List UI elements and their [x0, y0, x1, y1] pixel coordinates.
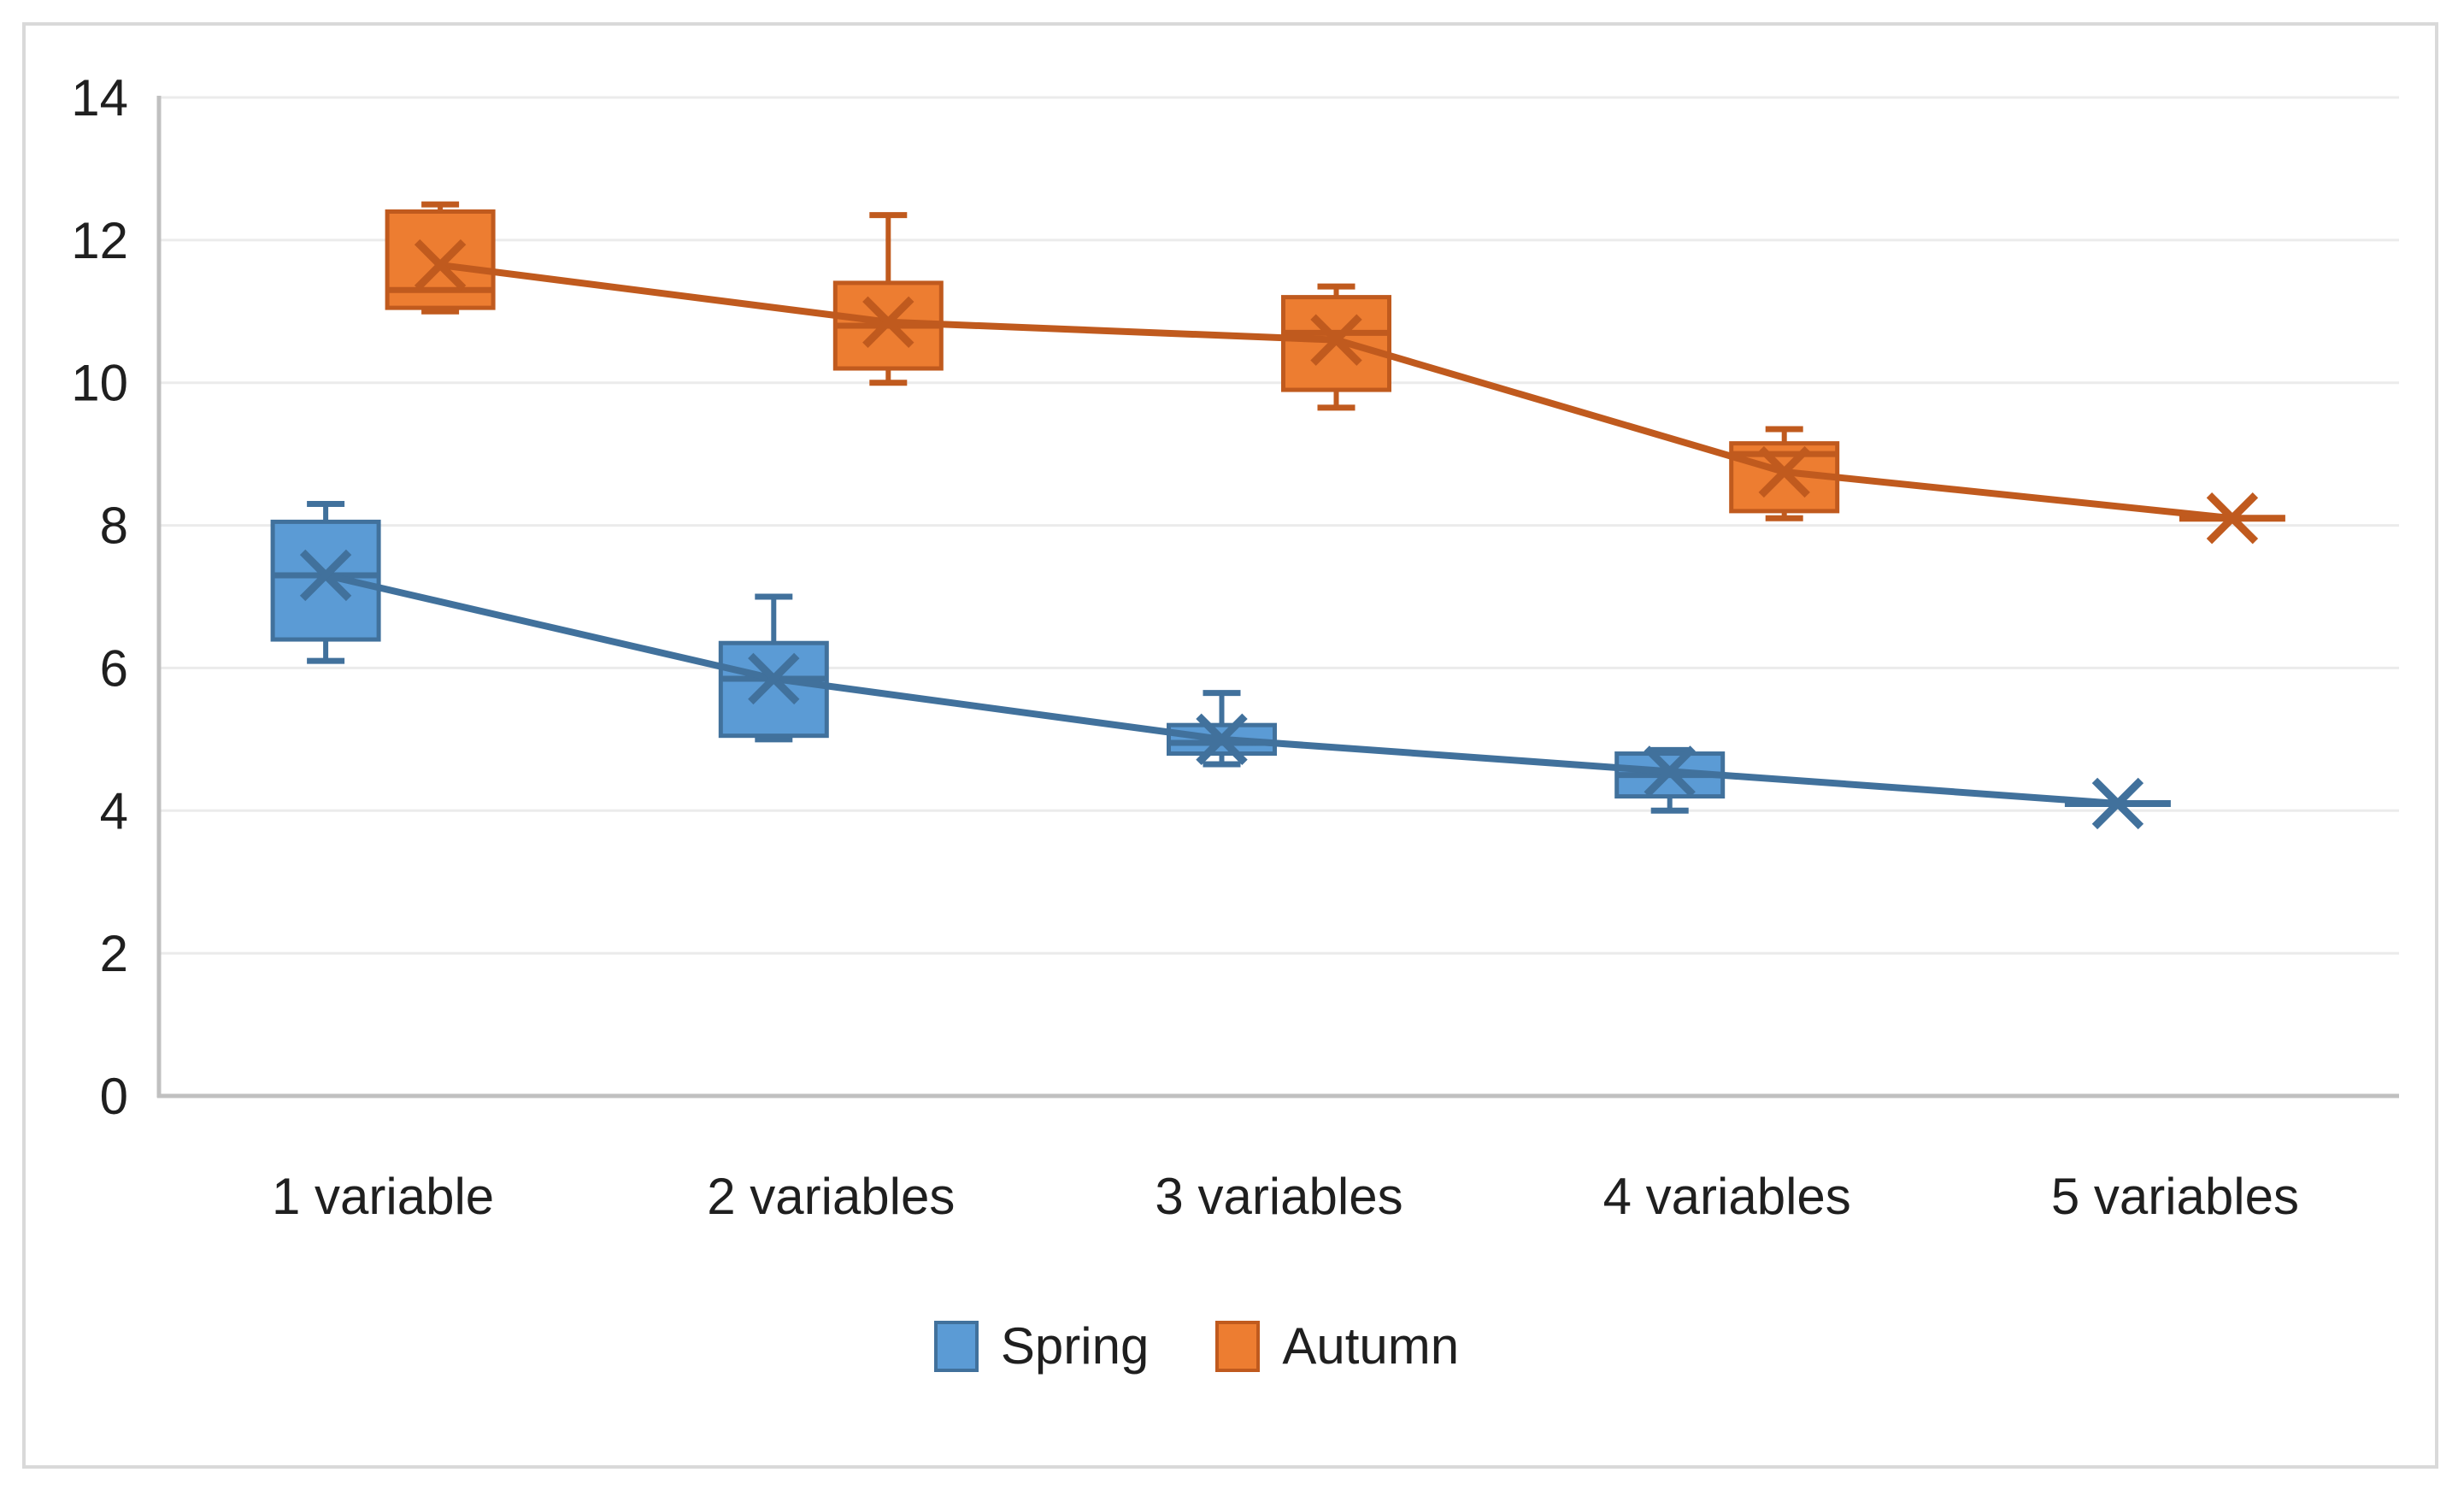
x-axis-label-4-variables: 4 variables: [1603, 1168, 1851, 1225]
mean-marker-spring-3: [1196, 713, 1248, 766]
mean-marker-autumn-3: [1310, 314, 1362, 366]
y-tick-label-6: 6: [100, 639, 128, 697]
legend-label-autumn: Autumn: [1282, 1317, 1460, 1375]
mean-marker-spring-5: [2091, 777, 2144, 830]
mean-marker-autumn-1: [414, 239, 467, 292]
mean-marker-autumn-5: [2206, 492, 2259, 545]
legend-item-spring: Spring: [933, 1317, 1150, 1375]
legend-swatch-autumn: [1215, 1321, 1261, 1372]
y-tick-label-4: 4: [100, 782, 128, 839]
legend-label-spring: Spring: [1000, 1317, 1150, 1375]
mean-marker-spring-4: [1644, 745, 1696, 798]
legend-swatch-spring: [933, 1321, 979, 1372]
x-axis-label-3-variables: 3 variables: [1155, 1168, 1403, 1225]
y-tick-label-8: 8: [100, 498, 128, 555]
legend-item-autumn: Autumn: [1215, 1321, 1459, 1372]
chart-legend: Spring Autumn: [0, 1316, 2393, 1376]
mean-marker-spring-1: [299, 549, 352, 602]
series-line-spring: [325, 572, 2119, 807]
x-axis-label-1-variable: 1 variable: [272, 1168, 494, 1225]
box-spring-2: [718, 640, 829, 739]
mean-marker-spring-2: [748, 652, 800, 705]
y-tick-label-12: 12: [71, 212, 128, 269]
y-tick-label-0: 0: [100, 1068, 128, 1125]
y-tick-label-14: 14: [71, 69, 128, 127]
mean-marker-autumn-2: [862, 296, 914, 348]
mean-marker-autumn-4: [1758, 445, 1810, 498]
y-tick-label-2: 2: [100, 925, 128, 982]
x-axis-label-5-variables: 5 variables: [2051, 1168, 2299, 1225]
x-axis-label-2-variables: 2 variables: [707, 1168, 955, 1225]
y-tick-label-10: 10: [71, 355, 128, 412]
